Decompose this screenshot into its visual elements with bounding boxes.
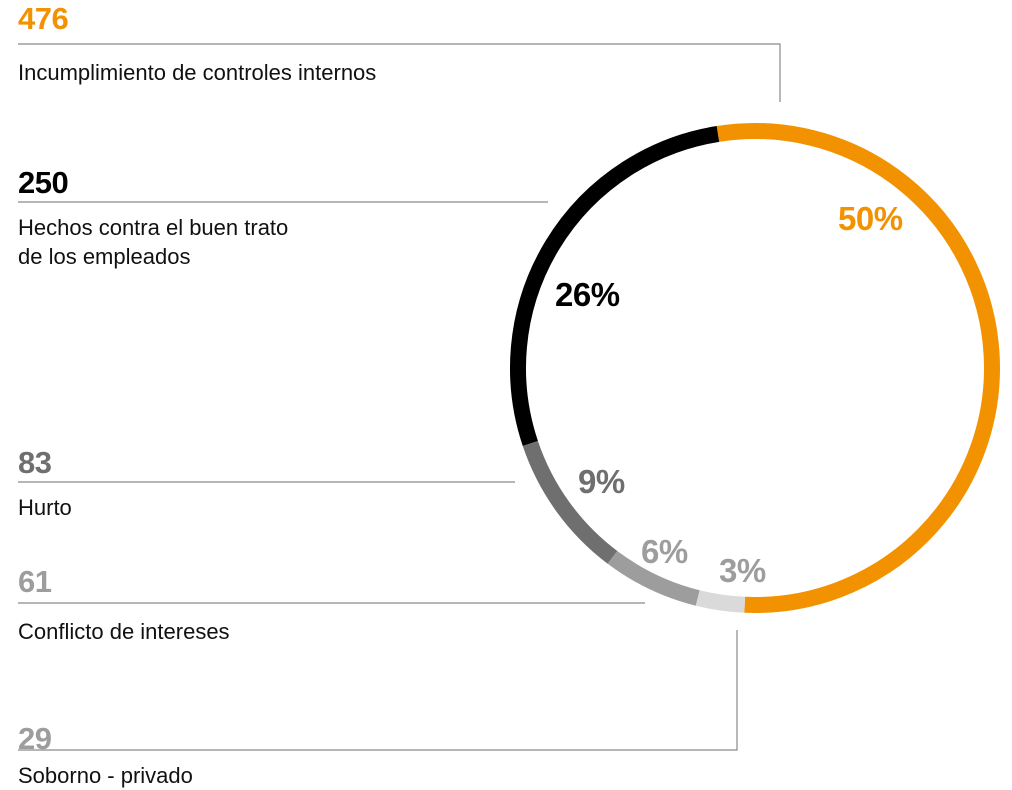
donut-segment	[522, 440, 618, 564]
count-label: 476	[18, 1, 69, 36]
category-label: Hurto	[18, 495, 72, 520]
category-label: Hechos contra el buen trato de los emple…	[18, 215, 289, 269]
percent-label: 26%	[555, 276, 620, 313]
percent-label: 6%	[641, 533, 688, 570]
category-label: Conflicto de intereses	[18, 619, 230, 644]
percent-label: 50%	[838, 200, 903, 237]
category-label: Incumplimiento de controles internos	[18, 60, 377, 85]
count-label: 29	[18, 721, 52, 756]
leader-line	[18, 43, 781, 102]
donut-segment	[510, 126, 720, 447]
donut-segment	[695, 590, 746, 613]
donut-segment	[716, 123, 1000, 613]
category-label: Soborno - privado	[18, 763, 193, 788]
donut-segment	[607, 550, 700, 606]
count-label: 61	[18, 564, 52, 599]
percent-label: 9%	[578, 463, 625, 500]
percent-label: 3%	[719, 552, 766, 589]
count-label: 83	[18, 445, 52, 480]
leader-line	[18, 630, 738, 751]
count-label: 250	[18, 165, 69, 200]
